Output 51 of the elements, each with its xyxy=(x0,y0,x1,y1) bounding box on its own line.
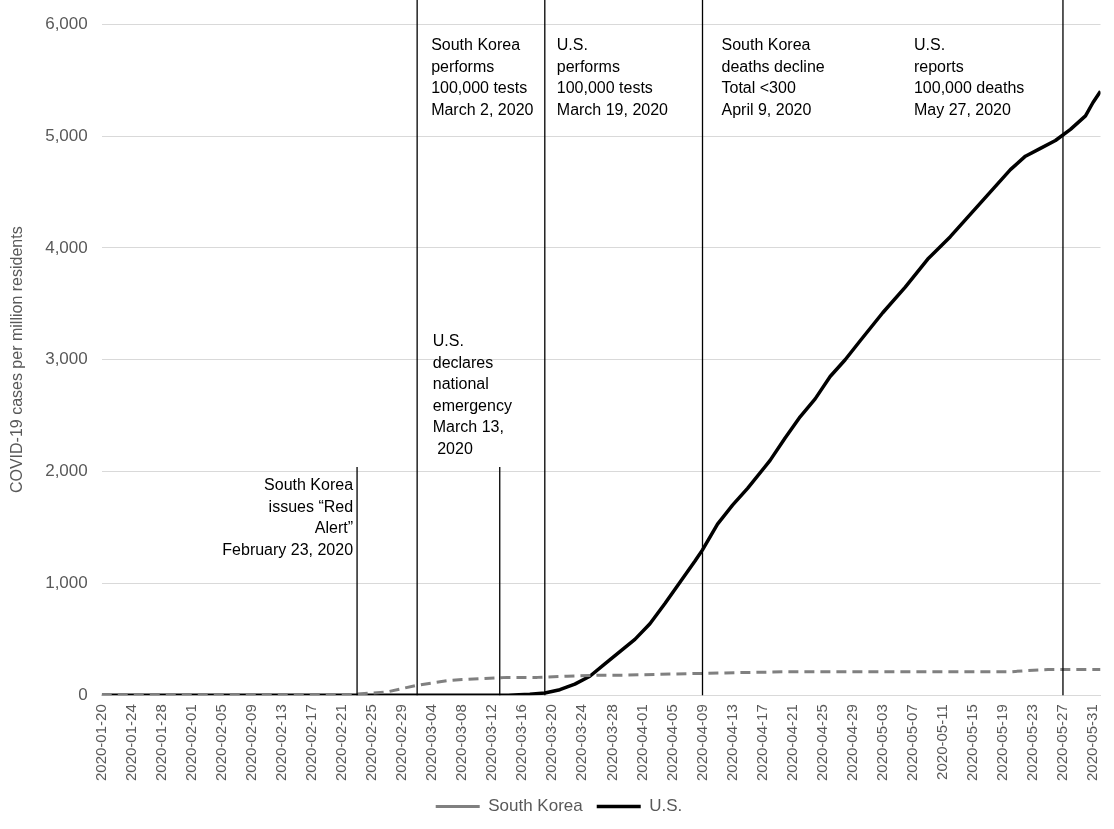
y-tick-label: 0 xyxy=(78,684,88,704)
y-tick-label: 1,000 xyxy=(45,573,88,593)
x-tick-label: 2020-02-13 xyxy=(272,704,290,782)
x-tick-label: 2020-04-01 xyxy=(632,704,650,782)
ref-line-label: South Korea performs 100,000 tests March 2, 2020 xyxy=(431,36,534,118)
y-tick-label: 3,000 xyxy=(45,349,88,369)
y-tick-label: 2,000 xyxy=(45,461,88,481)
x-tick-label: 2020-05-11 xyxy=(932,704,950,780)
y-tick-label: 4,000 xyxy=(45,237,88,257)
x-tick-label: 2020-05-15 xyxy=(962,704,980,782)
x-tick-label: 2020-04-05 xyxy=(662,704,680,782)
x-tick-label: 2020-02-21 xyxy=(332,704,350,782)
x-tick-label: 2020-03-24 xyxy=(572,704,590,782)
line-series xyxy=(101,668,1101,696)
ref-line-label: U.S. performs 100,000 tests March 19, 2020 xyxy=(556,36,669,118)
x-tick-label: 2020-05-23 xyxy=(1023,704,1041,782)
ref-line-label: South Korea deaths decline Total <300 April 9, 2020 xyxy=(721,36,825,118)
y-tick-label: 6,000 xyxy=(45,13,88,33)
x-tick-label: 2020-02-01 xyxy=(182,704,199,782)
x-tick-label: 2020-05-07 xyxy=(902,704,920,782)
x-tick-label: 2020-05-31 xyxy=(1083,704,1101,782)
x-tick-label: 2020-02-09 xyxy=(242,704,260,782)
x-tick-label: 2020-02-29 xyxy=(392,704,410,782)
x-tick-label: 2020-01-28 xyxy=(151,704,169,782)
x-tick-label: 2020-05-03 xyxy=(872,704,890,782)
x-tick-label: 2020-03-28 xyxy=(602,704,620,782)
x-tick-label: 2020-05-19 xyxy=(993,704,1011,782)
x-tick-label: 2020-01-20 xyxy=(91,704,109,782)
x-tick-label: 2020-01-24 xyxy=(121,704,139,782)
x-tick-label: 2020-04-25 xyxy=(812,704,830,782)
x-tick-label: 2020-03-04 xyxy=(422,704,440,782)
x-tick-label: 2020-04-09 xyxy=(692,704,710,782)
ref-line-label: South Korea issues “Red Alert” February 23, 2020 xyxy=(222,476,354,558)
x-tick-label: 2020-03-12 xyxy=(482,704,500,782)
x-tick-label: 2020-04-29 xyxy=(842,704,860,782)
x-tick-label: 2020-04-13 xyxy=(722,704,740,782)
y-axis-title: COVID-19 cases per million residents xyxy=(8,226,26,494)
x-tick-label: 2020-03-16 xyxy=(512,704,530,782)
legend-label: U.S. xyxy=(649,796,683,816)
x-tick-label: 2020-02-05 xyxy=(212,704,230,782)
ref-line-label: U.S. declares national emergency March 13, 2020 xyxy=(432,332,512,457)
y-tick-label: 5,000 xyxy=(45,125,88,145)
x-tick-label: 2020-04-21 xyxy=(782,704,800,782)
x-tick-label: 2020-02-17 xyxy=(302,704,320,782)
legend-label: South Korea xyxy=(488,796,584,816)
x-tick-label: 2020-03-20 xyxy=(542,704,560,782)
ref-line-label: U.S. reports 100,000 deaths May 27, 2020 xyxy=(913,36,1025,118)
x-tick-label: 2020-05-27 xyxy=(1053,704,1071,782)
x-tick-label: 2020-04-17 xyxy=(752,704,770,782)
x-tick-label: 2020-03-08 xyxy=(452,704,470,782)
x-tick-label: 2020-02-25 xyxy=(362,704,380,782)
